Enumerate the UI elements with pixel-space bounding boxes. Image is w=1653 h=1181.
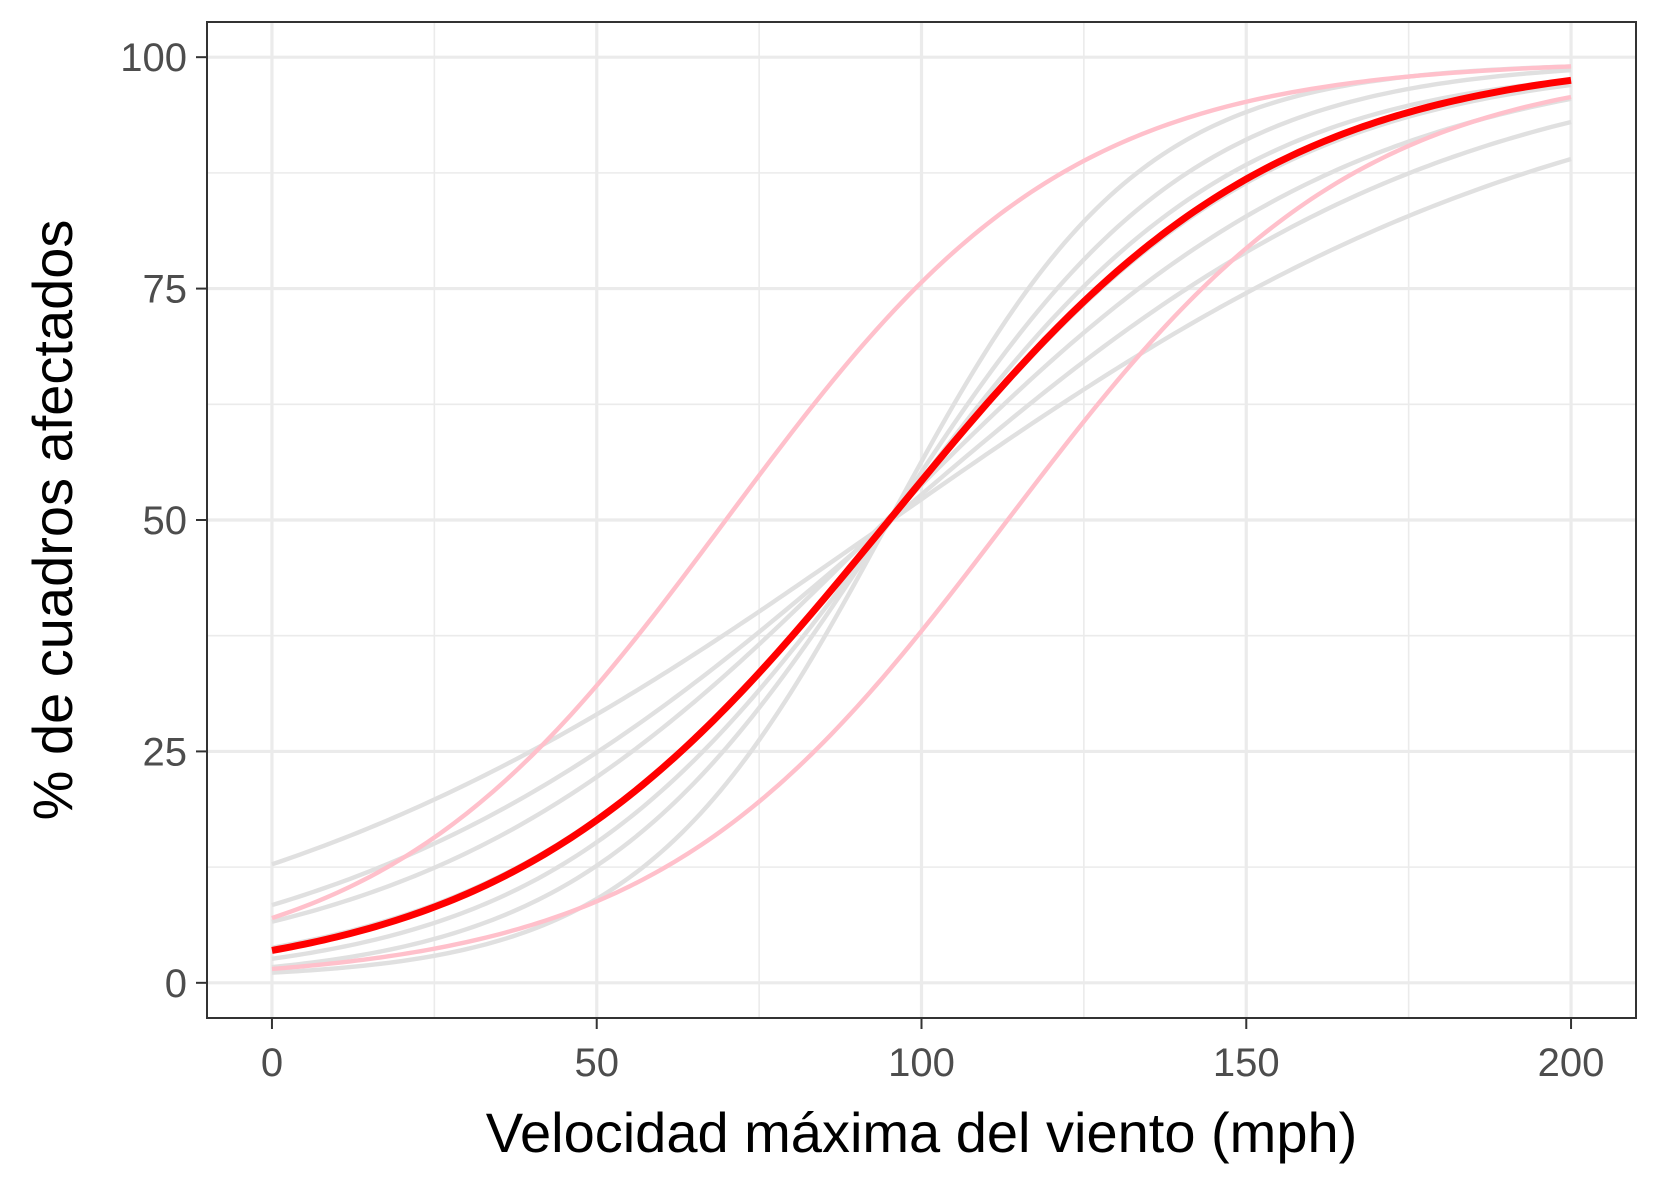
y-tick-label-3: 75 [143, 268, 188, 312]
series-line-gray-3 [271, 156, 1572, 867]
x-axis-title: Velocidad máxima del viento (mph) [486, 1101, 1358, 1164]
y-tick-label-2: 50 [143, 499, 188, 543]
y-tick-label-0: 0 [165, 962, 187, 1006]
y-tick-label-4: 100 [120, 36, 187, 80]
x-axis: 0 50 100 150 200 [261, 1018, 1605, 1085]
x-tick-label-3: 150 [1213, 1041, 1280, 1085]
y-axis-title: % de cuadros afectados [21, 220, 84, 821]
series-layer [271, 64, 1572, 975]
y-tick-label-1: 25 [143, 730, 188, 774]
grid-major [207, 22, 1636, 1018]
y-axis: 0 25 50 75 100 [120, 36, 207, 1006]
series-line-gray-5 [271, 119, 1572, 908]
x-tick-label-1: 50 [574, 1041, 619, 1085]
x-tick-label-0: 0 [261, 1041, 283, 1085]
x-tick-label-4: 200 [1538, 1041, 1605, 1085]
series-line-main [271, 76, 1572, 954]
series-line-pink-high [271, 94, 1572, 972]
series-line-gray-4 [271, 67, 1572, 970]
series-line-pink-low [271, 64, 1572, 921]
x-tick-label-2: 100 [888, 1041, 955, 1085]
